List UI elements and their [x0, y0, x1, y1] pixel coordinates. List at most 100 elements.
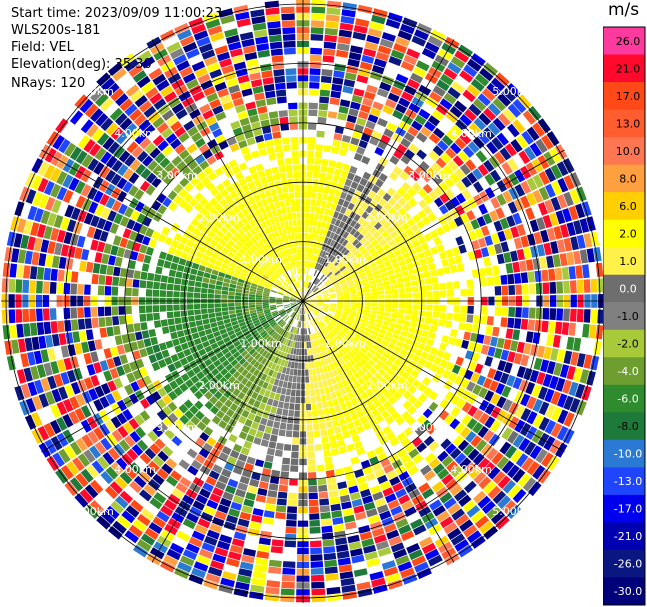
velocity-gate: [253, 415, 262, 424]
velocity-gate: [320, 258, 326, 265]
velocity-gate: [207, 230, 216, 239]
velocity-gate: [480, 306, 488, 315]
velocity-gate: [392, 109, 404, 120]
velocity-gate: [542, 214, 553, 229]
velocity-gate: [333, 383, 340, 391]
velocity-gate: [298, 355, 302, 363]
velocity-gate: [428, 458, 441, 469]
velocity-gate: [367, 276, 375, 282]
velocity-gate: [341, 283, 348, 288]
velocity-gate: [262, 126, 272, 134]
velocity-gate: [340, 402, 348, 411]
velocity-gate: [373, 399, 382, 408]
velocity-gate: [277, 318, 283, 325]
velocity-gate: [361, 382, 370, 391]
velocity-gate: [222, 311, 229, 316]
velocity-gate: [490, 169, 502, 183]
velocity-gate: [401, 270, 410, 277]
velocity-gate: [328, 224, 335, 232]
velocity-gate: [322, 267, 328, 274]
velocity-gate: [261, 254, 268, 262]
velocity-gate: [230, 247, 238, 255]
velocity-gate: [192, 227, 201, 237]
velocity-gate: [402, 251, 411, 259]
velocity-gate: [198, 362, 207, 371]
velocity-gate: [255, 494, 267, 503]
velocity-gate: [248, 294, 256, 298]
velocity-gate: [357, 255, 365, 262]
velocity-gate: [250, 285, 257, 290]
velocity-gate: [232, 388, 241, 397]
velocity-gate: [243, 45, 256, 54]
velocity-gate: [222, 315, 230, 320]
velocity-gate: [300, 267, 303, 274]
velocity-gate: [312, 286, 318, 292]
velocity-gate: [279, 116, 289, 124]
velocity-gate: [238, 357, 247, 366]
velocity-gate: [306, 171, 313, 178]
velocity-gate: [180, 304, 187, 311]
velocity-gate: [216, 339, 225, 347]
velocity-gate: [220, 14, 235, 25]
velocity-gate: [372, 326, 380, 333]
velocity-gate: [306, 281, 310, 288]
velocity-gate: [111, 159, 123, 173]
velocity-gate: [270, 265, 277, 271]
velocity-gate: [396, 448, 408, 459]
velocity-gate: [262, 295, 269, 299]
velocity-gate: [247, 181, 256, 190]
velocity-gate: [321, 250, 327, 258]
velocity-gate: [229, 544, 243, 554]
velocity-gate: [186, 239, 195, 248]
velocity-gate: [368, 247, 376, 255]
velocity-gate: [464, 350, 474, 360]
velocity-gate: [238, 248, 246, 255]
velocity-gate: [1, 278, 9, 293]
velocity-gate: [149, 443, 161, 455]
velocity-gate: [338, 488, 349, 496]
velocity-gate: [246, 249, 254, 257]
velocity-gate: [309, 298, 316, 300]
velocity-gate: [483, 62, 499, 76]
velocity-gate: [368, 347, 376, 355]
velocity-gate: [363, 251, 371, 258]
velocity-gate: [332, 419, 340, 428]
velocity-gate: [346, 277, 354, 283]
velocity-gate: [342, 287, 350, 292]
velocity-gate: [325, 14, 340, 22]
velocity-gate: [462, 444, 475, 456]
velocity-gate: [271, 55, 284, 63]
velocity-gate: [275, 505, 287, 513]
velocity-gate: [333, 70, 345, 79]
velocity-gate: [283, 47, 296, 55]
velocity-gate: [311, 574, 325, 582]
velocity-gate: [455, 513, 470, 527]
velocity-gate: [459, 132, 472, 145]
velocity-gate: [528, 105, 542, 121]
velocity-gate: [265, 283, 272, 288]
velocity-gate: [194, 524, 208, 535]
velocity-gate: [463, 331, 471, 341]
velocity-gate: [279, 422, 287, 430]
velocity-gate: [524, 441, 537, 456]
velocity-gate: [298, 348, 302, 356]
velocity-gate: [417, 316, 425, 323]
velocity-gate: [372, 230, 381, 239]
velocity-gate: [100, 437, 112, 451]
velocity-gate: [212, 128, 223, 138]
velocity-gate: [365, 120, 376, 130]
velocity-gate: [194, 400, 204, 410]
velocity-gate: [312, 262, 317, 269]
velocity-gate: [147, 160, 159, 172]
velocity-gate: [239, 561, 254, 571]
velocity-gate: [116, 365, 126, 377]
velocity-gate: [245, 380, 253, 389]
velocity-gate: [377, 311, 384, 316]
velocity-gate: [139, 180, 151, 192]
velocity-gate: [308, 109, 318, 117]
velocity-gate: [512, 377, 523, 390]
velocity-gate: [43, 164, 56, 180]
velocity-gate: [338, 176, 346, 185]
velocity-gate: [168, 201, 178, 212]
velocity-gate: [350, 492, 361, 501]
